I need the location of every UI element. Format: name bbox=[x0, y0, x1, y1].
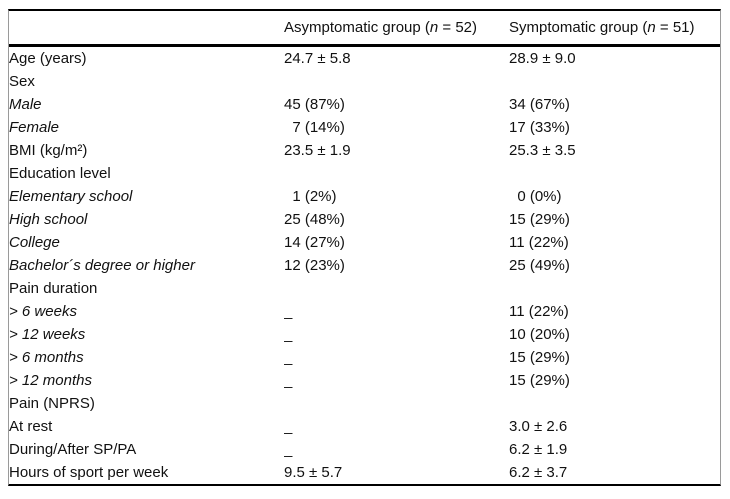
table-row-bachelors-degree: Bachelor´s degree or higher 12 (23%) 25 … bbox=[9, 254, 720, 277]
value-asymptomatic: _ bbox=[284, 418, 293, 435]
row-label: > 6 months bbox=[9, 349, 84, 366]
value-asymptomatic bbox=[284, 162, 509, 185]
value-asymptomatic: _ bbox=[284, 441, 293, 458]
table-row-gt-12-weeks: > 12 weeks _ 10 (20%) bbox=[9, 323, 720, 346]
value-asymptomatic: 45 (87%) bbox=[284, 96, 345, 113]
table-row-gt-6-weeks: > 6 weeks _ 11 (22%) bbox=[9, 300, 720, 323]
value-asymptomatic: 23.5 ± 1.9 bbox=[284, 142, 351, 159]
row-label: > 12 weeks bbox=[9, 326, 86, 343]
row-label: Hours of sport per week bbox=[9, 464, 169, 481]
table-row-age: Age (years) 24.7 ± 5.8 28.9 ± 9.0 bbox=[9, 46, 720, 71]
demographics-table: Asymptomatic group (n = 52) Symptomatic … bbox=[9, 11, 720, 484]
table-row-education-level: Education level bbox=[9, 162, 720, 185]
value-asymptomatic: 7 (14%) bbox=[284, 119, 345, 136]
value-symptomatic: 11 (22%) bbox=[509, 303, 569, 320]
value-asymptomatic: 24.7 ± 5.8 bbox=[284, 50, 351, 67]
table-row-gt-6-months: > 6 months _ 15 (29%) bbox=[9, 346, 720, 369]
value-symptomatic: 17 (33%) bbox=[509, 119, 570, 136]
row-label: BMI (kg/m²) bbox=[9, 142, 88, 159]
value-symptomatic: 25.3 ± 3.5 bbox=[509, 142, 576, 159]
value-symptomatic bbox=[509, 392, 720, 415]
table-row-bmi: BMI (kg/m²) 23.5 ± 1.9 25.3 ± 3.5 bbox=[9, 139, 720, 162]
value-symptomatic: 28.9 ± 9.0 bbox=[509, 50, 576, 67]
value-symptomatic: 11 (22%) bbox=[509, 234, 569, 251]
table-row-gt-12-months: > 12 months _ 15 (29%) bbox=[9, 369, 720, 392]
table-row-pain-duration: Pain duration bbox=[9, 277, 720, 300]
value-asymptomatic: _ bbox=[284, 326, 293, 343]
row-label: Male bbox=[9, 96, 42, 113]
value-asymptomatic: _ bbox=[284, 372, 293, 389]
row-label: > 6 weeks bbox=[9, 303, 77, 320]
row-label: Sex bbox=[9, 73, 35, 90]
value-asymptomatic: 9.5 ± 5.7 bbox=[284, 464, 343, 481]
row-label: Education level bbox=[9, 165, 111, 182]
row-label: Pain (NPRS) bbox=[9, 395, 95, 412]
value-asymptomatic: 1 (2%) bbox=[284, 188, 337, 205]
value-symptomatic: 34 (67%) bbox=[509, 96, 570, 113]
table-row-hours-of-sport: Hours of sport per week 9.5 ± 5.7 6.2 ± … bbox=[9, 461, 720, 484]
row-label: > 12 months bbox=[9, 372, 92, 389]
value-asymptomatic: 25 (48%) bbox=[284, 211, 345, 228]
value-asymptomatic bbox=[284, 277, 509, 300]
value-symptomatic: 6.2 ± 1.9 bbox=[509, 441, 568, 458]
value-asymptomatic: _ bbox=[284, 303, 293, 320]
participant-characteristics-table: Asymptomatic group (n = 52) Symptomatic … bbox=[8, 9, 721, 486]
value-symptomatic: 15 (29%) bbox=[509, 372, 570, 389]
table-row-at-rest: At rest _ 3.0 ± 2.6 bbox=[9, 415, 720, 438]
col-header-empty bbox=[9, 11, 284, 47]
value-asymptomatic: 12 (23%) bbox=[284, 257, 345, 274]
col-header-symptomatic: Symptomatic group (n = 51) bbox=[509, 11, 720, 47]
value-symptomatic: 6.2 ± 3.7 bbox=[509, 464, 568, 481]
value-symptomatic: 0 (0%) bbox=[509, 188, 562, 205]
header-row: Asymptomatic group (n = 52) Symptomatic … bbox=[9, 11, 720, 47]
value-asymptomatic: 14 (27%) bbox=[284, 234, 345, 251]
value-symptomatic: 3.0 ± 2.6 bbox=[509, 418, 568, 435]
table-row-pain-nprs: Pain (NPRS) bbox=[9, 392, 720, 415]
col-header-asymptomatic: Asymptomatic group (n = 52) bbox=[284, 11, 509, 47]
value-symptomatic bbox=[509, 70, 720, 93]
row-label: During/After SP/PA bbox=[9, 441, 137, 458]
row-label: High school bbox=[9, 211, 88, 228]
value-asymptomatic bbox=[284, 70, 509, 93]
value-symptomatic: 15 (29%) bbox=[509, 349, 570, 366]
row-label: Bachelor´s degree or higher bbox=[9, 257, 195, 274]
table-row-college: College 14 (27%) 11 (22%) bbox=[9, 231, 720, 254]
table-row-female: Female 7 (14%) 17 (33%) bbox=[9, 116, 720, 139]
value-asymptomatic: _ bbox=[284, 349, 293, 366]
table-row-elementary-school: Elementary school 1 (2%) 0 (0%) bbox=[9, 185, 720, 208]
value-symptomatic: 15 (29%) bbox=[509, 211, 570, 228]
row-label: Pain duration bbox=[9, 280, 98, 297]
value-symptomatic: 25 (49%) bbox=[509, 257, 570, 274]
row-label: Female bbox=[9, 119, 60, 136]
table-row-male: Male 45 (87%) 34 (67%) bbox=[9, 93, 720, 116]
row-label: Elementary school bbox=[9, 188, 133, 205]
table-row-sex: Sex bbox=[9, 70, 720, 93]
value-symptomatic bbox=[509, 277, 720, 300]
row-label: At rest bbox=[9, 418, 53, 435]
row-label: Age (years) bbox=[9, 50, 87, 67]
value-symptomatic: 10 (20%) bbox=[509, 326, 570, 343]
table-row-during-after-sp-pa: During/After SP/PA _ 6.2 ± 1.9 bbox=[9, 438, 720, 461]
value-asymptomatic bbox=[284, 392, 509, 415]
row-label: College bbox=[9, 234, 60, 251]
table-row-high-school: High school 25 (48%) 15 (29%) bbox=[9, 208, 720, 231]
value-symptomatic bbox=[509, 162, 720, 185]
